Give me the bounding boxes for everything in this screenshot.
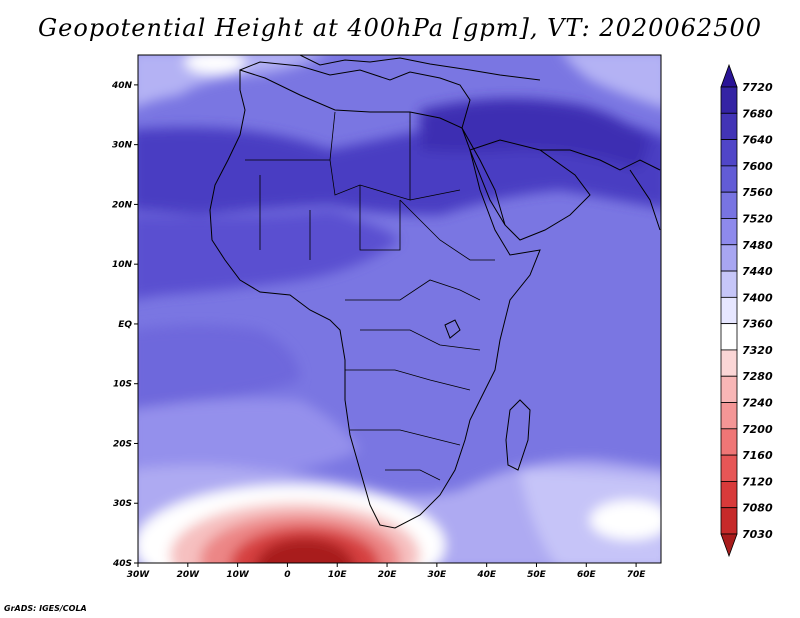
colorbar-swatch [720, 165, 738, 193]
lat-tick-label: 30N [112, 141, 133, 151]
colorbar-label: 7360 [742, 318, 773, 331]
lon-tick-label: 0 [284, 570, 290, 580]
footer-credit: GrADS: IGES/COLA [4, 604, 87, 613]
lon-tick-label: 50E [527, 570, 547, 580]
height-field [138, 55, 661, 563]
lon-tick-label: 20E [378, 570, 398, 580]
lon-tick-label: 60E [577, 570, 597, 580]
lat-tick-label: 40N [111, 81, 133, 91]
colorbar-swatch [720, 323, 738, 351]
lat-tick-label: EQ [118, 320, 132, 330]
colorbar-label: 7440 [742, 265, 773, 278]
colorbar-label: 7240 [742, 397, 773, 410]
colorbar-swatch [720, 481, 738, 509]
colorbar-swatch [720, 349, 738, 377]
colorbar-swatch [720, 191, 738, 219]
colorbar-label: 7120 [742, 475, 773, 488]
colorbar-label: 7520 [742, 212, 773, 225]
lon-tick-label: 70E [627, 570, 647, 580]
colorbar-swatch [720, 86, 738, 114]
colorbar-label: 7160 [742, 449, 773, 462]
colorbar-swatch [720, 428, 738, 456]
colorbar-swatch [720, 454, 738, 482]
colorbar-label: 7480 [742, 239, 773, 252]
colorbar-swatch [720, 296, 738, 325]
map-frame [137, 54, 662, 564]
colorbar-label: 7560 [742, 186, 773, 199]
colorbar-label: 7680 [742, 107, 773, 120]
lat-axis: 40S 30S 20S 10S EQ 10N 20N 30N 40N [111, 81, 138, 569]
lat-tick-label: 10N [112, 260, 133, 270]
colorbar-swatch [720, 402, 738, 430]
colorbar-swatch [720, 507, 738, 535]
lat-tick-label: 20N [112, 200, 133, 210]
colorbar-swatch [720, 244, 738, 272]
lat-tick-label: 30S [113, 499, 132, 509]
colorbar-label: 7400 [742, 291, 773, 304]
colorbar-label: 7640 [742, 134, 773, 147]
lat-tick-label: 20S [113, 439, 132, 449]
colorbar-swatch [720, 139, 738, 167]
lon-tick-label: 10W [226, 570, 250, 580]
colorbar-swatch [720, 375, 738, 403]
colorbar-label: 7720 [742, 81, 773, 94]
coastlines [209, 55, 661, 529]
colorbar-label: 7080 [742, 502, 773, 515]
colorbar-label: 7200 [742, 423, 773, 436]
lat-tick-label: 40S [112, 559, 132, 569]
lon-tick-label: 10E [328, 570, 348, 580]
colorbar-bottom-arrow [720, 533, 738, 558]
lon-tick-label: 20W [177, 570, 201, 580]
lon-tick-label: 30E [428, 570, 448, 580]
lat-tick-label: 10S [113, 380, 132, 390]
colorbar-label: 7320 [742, 344, 773, 357]
colorbar: 7720 7680 7640 7600 7560 7520 7480 7440 7400 7360… [720, 63, 773, 558]
map-title: Geopotential Height at 400hPa [gpm], VT:… [38, 14, 762, 42]
colorbar-swatch [720, 112, 738, 140]
colorbar-top-arrow [720, 63, 738, 88]
lon-tick-label: 30W [127, 570, 151, 580]
colorbar-label: 7600 [742, 160, 773, 173]
lon-tick-label: 40E [476, 570, 497, 580]
colorbar-swatch [720, 218, 738, 246]
colorbar-label: 7030 [742, 528, 773, 541]
colorbar-label: 7280 [742, 370, 773, 383]
colorbar-swatch [720, 270, 738, 298]
lon-axis: 30W 20W 10W 0 10E 20E 30E 40E 50E 60E 70E [127, 563, 647, 580]
